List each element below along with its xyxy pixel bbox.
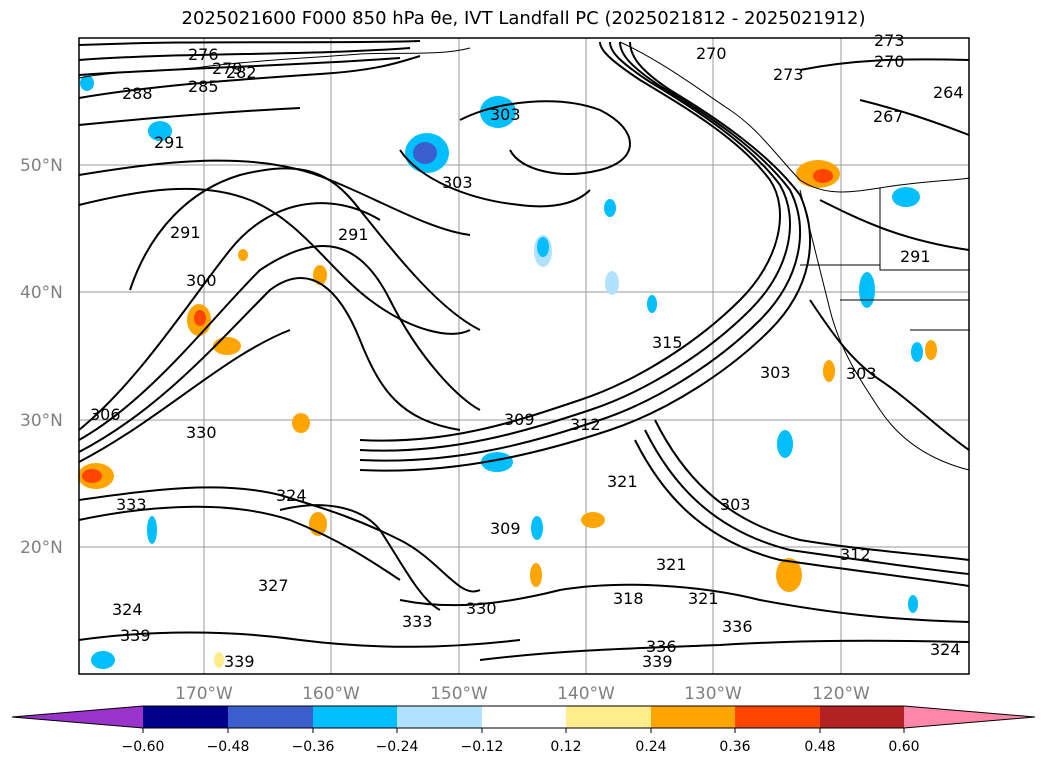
contour-label: 333 — [402, 612, 433, 631]
colorbar-swatch — [482, 706, 566, 728]
theta-e-contours — [78, 40, 970, 661]
contour-label: 291 — [170, 223, 201, 242]
contour-label: 312 — [570, 415, 601, 434]
colorbar-swatch — [143, 706, 228, 728]
lon-label: 130°W — [684, 684, 742, 704]
contour-label: 333 — [116, 495, 147, 514]
colorbar-swatch — [228, 706, 313, 728]
coastlines — [78, 41, 970, 471]
contour-label: 291 — [154, 133, 185, 152]
plot-title: 2025021600 F000 850 hPa θe, IVT Landfall… — [181, 8, 866, 29]
contour-label: 324 — [276, 486, 307, 505]
colorbar-tick: 0.48 — [804, 739, 835, 755]
lat-label: 30°N — [20, 411, 63, 431]
contour-label: 330 — [186, 423, 217, 442]
lon-label: 120°W — [812, 684, 870, 704]
colorbar-swatch — [820, 706, 904, 728]
lon-label: 170°W — [175, 684, 233, 704]
contour-label: 339 — [642, 652, 673, 671]
colorbar-extend-left — [12, 706, 143, 728]
contour-label: 339 — [224, 652, 255, 671]
colorbar-tick: 0.60 — [888, 739, 919, 755]
contour-label: 291 — [338, 225, 369, 244]
colorbar-tick: −0.36 — [292, 739, 335, 755]
lat-label: 20°N — [20, 538, 63, 558]
colorbar-extend-right — [904, 706, 1035, 728]
contour-label: 315 — [652, 333, 683, 352]
colorbar: −0.60 −0.48 −0.36 −0.24 −0.12 0.12 0.24 … — [11, 705, 1036, 755]
colorbar-swatch — [397, 706, 482, 728]
map-frame — [78, 37, 970, 675]
colorbar-tick: 0.24 — [635, 739, 666, 755]
contour-label: 303 — [720, 495, 751, 514]
lon-label: 140°W — [557, 684, 615, 704]
contour-label: 282 — [226, 63, 257, 82]
map-panel — [79, 38, 969, 674]
contour-label: 273 — [773, 65, 804, 84]
contour-label: 303 — [760, 363, 791, 382]
contour-label: 336 — [722, 617, 753, 636]
contour-labels: 276 279 282 285 288 291 291 291 300 303 … — [90, 31, 964, 671]
ivt-pc-shading — [78, 75, 937, 669]
contour-label: 291 — [900, 247, 931, 266]
lon-label: 160°W — [302, 684, 360, 704]
contour-label: 321 — [607, 472, 638, 491]
contour-label: 339 — [120, 626, 151, 645]
colorbar-swatch — [566, 706, 651, 728]
contour-label: 273 — [874, 31, 905, 50]
contour-label: 285 — [188, 77, 219, 96]
colorbar-tick: 0.36 — [719, 739, 750, 755]
contour-label: 330 — [466, 599, 497, 618]
lat-label: 40°N — [20, 283, 63, 303]
contour-label: 303 — [490, 105, 521, 124]
contour-label: 324 — [930, 640, 961, 659]
contour-label: 303 — [846, 364, 877, 383]
contour-label: 264 — [933, 83, 964, 102]
colorbar-tick: −0.12 — [461, 739, 504, 755]
lon-label: 150°W — [430, 684, 488, 704]
contour-label: 279 — [212, 59, 243, 78]
contour-label: 321 — [688, 589, 719, 608]
contour-label: 336 — [646, 637, 677, 656]
contour-label: 321 — [656, 555, 687, 574]
contour-label: 300 — [186, 271, 217, 290]
contour-label: 324 — [112, 600, 143, 619]
contour-label: 318 — [613, 589, 644, 608]
contour-label: 309 — [504, 410, 535, 429]
contour-label: 267 — [873, 107, 904, 126]
colorbar-tick: −0.60 — [122, 739, 165, 755]
contour-label: 312 — [840, 545, 871, 564]
colorbar-tick: 0.12 — [550, 739, 581, 755]
contour-label: 288 — [122, 84, 153, 103]
colorbar-swatch — [313, 706, 397, 728]
contour-label: 270 — [696, 44, 727, 63]
contour-label: 303 — [442, 173, 473, 192]
contour-label: 276 — [188, 45, 219, 64]
contour-label: 327 — [258, 576, 289, 595]
contour-label: 309 — [490, 519, 521, 538]
lat-label: 50°N — [20, 156, 63, 176]
contour-label: 270 — [874, 52, 905, 71]
colorbar-tick: −0.48 — [207, 739, 250, 755]
colorbar-tick: −0.24 — [376, 739, 419, 755]
contour-label: 306 — [90, 405, 121, 424]
colorbar-swatch — [651, 706, 735, 728]
colorbar-swatch — [735, 706, 820, 728]
